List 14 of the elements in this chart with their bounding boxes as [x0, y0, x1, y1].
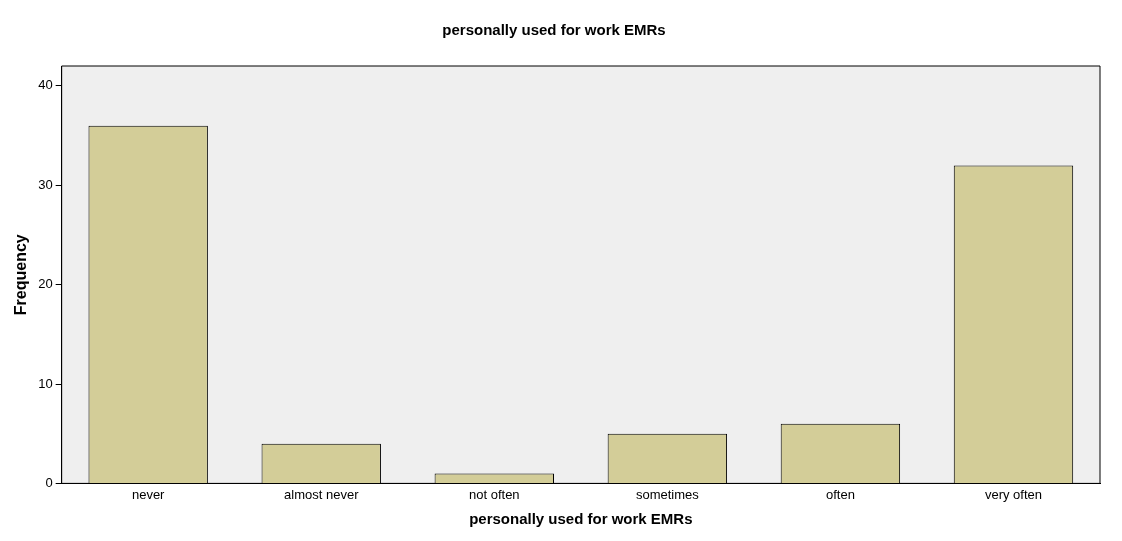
x-axis-title: personally used for work EMRs	[469, 510, 693, 528]
x-tick-label: not often	[469, 486, 520, 502]
y-axis-title: Frequency	[12, 234, 30, 316]
x-tick-label: very often	[984, 486, 1043, 502]
x-tick-label: often	[825, 486, 855, 502]
y-tick-label: 30	[38, 176, 53, 192]
x-tick-label: sometimes	[635, 486, 700, 502]
y-tick-label: 40	[38, 77, 53, 93]
chart-title: personally used for work EMRs	[442, 21, 666, 39]
x-tick-label: almost never	[284, 486, 360, 502]
x-tick-label: never	[131, 486, 166, 502]
y-tick-label: 20	[38, 276, 53, 292]
y-tick-label: 0	[45, 474, 53, 490]
y-tick-label: 10	[38, 375, 53, 391]
